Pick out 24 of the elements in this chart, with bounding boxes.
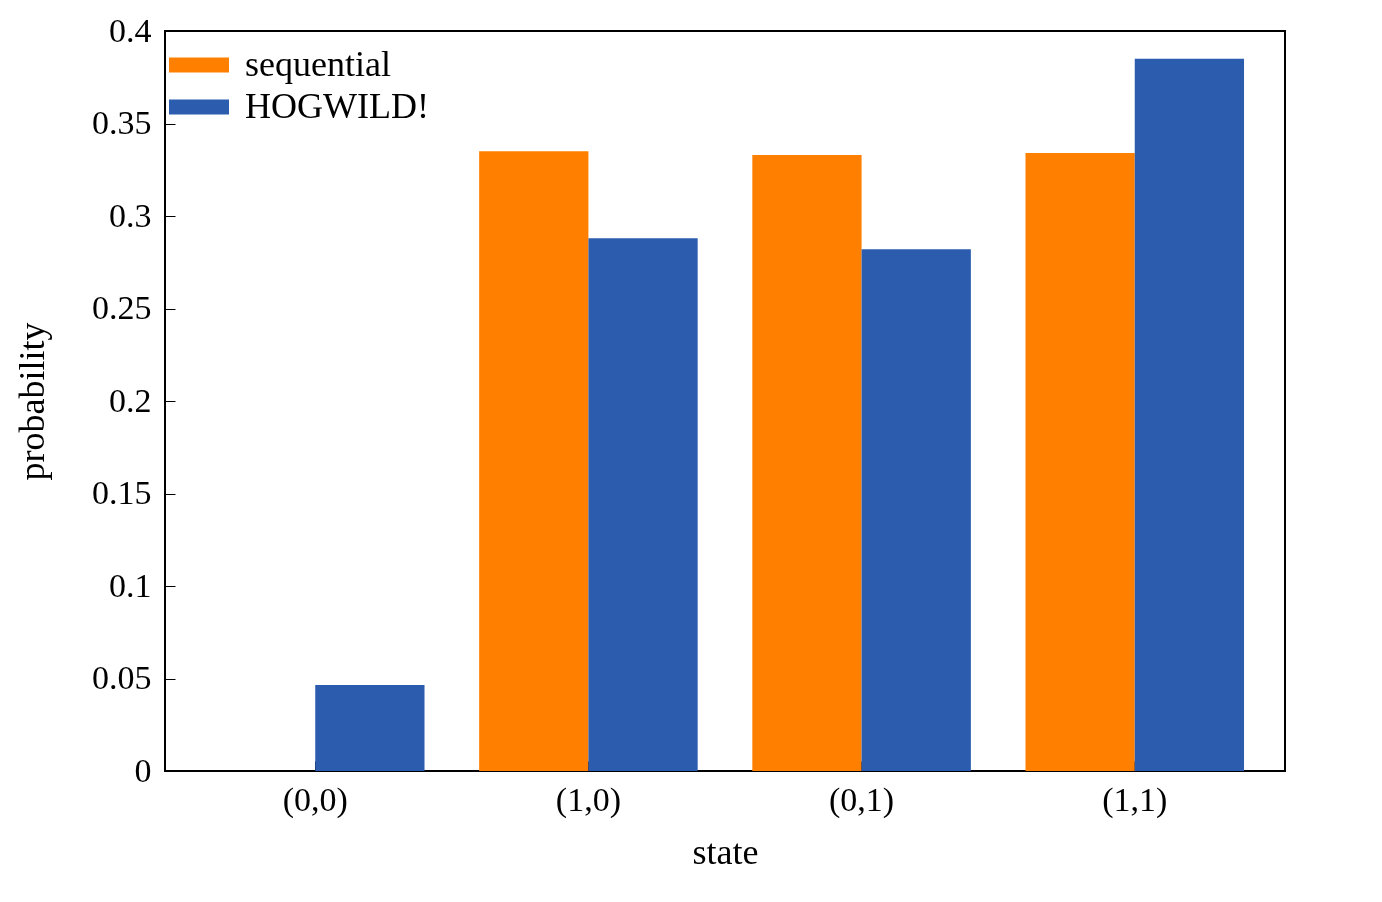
x-axis-title: state xyxy=(692,831,759,872)
y-tick-label: 0.15 xyxy=(92,474,152,511)
y-axis-title: probability xyxy=(12,322,52,481)
bar xyxy=(1134,58,1245,771)
bar xyxy=(479,151,589,771)
bar xyxy=(1025,153,1135,771)
y-tick-label: 0.25 xyxy=(92,289,152,326)
bar xyxy=(588,238,698,771)
x-tick-label: (1,0) xyxy=(555,780,621,819)
bar xyxy=(861,249,971,771)
y-tick-label: 0.05 xyxy=(92,659,152,696)
y-tick-label: 0.1 xyxy=(109,566,152,604)
x-tick-label: (1,1) xyxy=(1102,780,1168,819)
y-tick-label: 0.4 xyxy=(109,11,152,49)
y-tick-label: 0.35 xyxy=(92,104,152,141)
x-tick-label: (0,0) xyxy=(282,780,348,819)
bar xyxy=(315,684,425,771)
legend-label: sequential xyxy=(245,44,391,84)
y-tick-label: 0.3 xyxy=(109,196,152,234)
y-tick-label: 0.2 xyxy=(109,381,152,419)
x-tick-label: (0,1) xyxy=(829,780,895,819)
legend-label: HOGWILD! xyxy=(245,86,429,126)
bar xyxy=(752,154,862,771)
y-tick-label: 0 xyxy=(134,751,152,789)
